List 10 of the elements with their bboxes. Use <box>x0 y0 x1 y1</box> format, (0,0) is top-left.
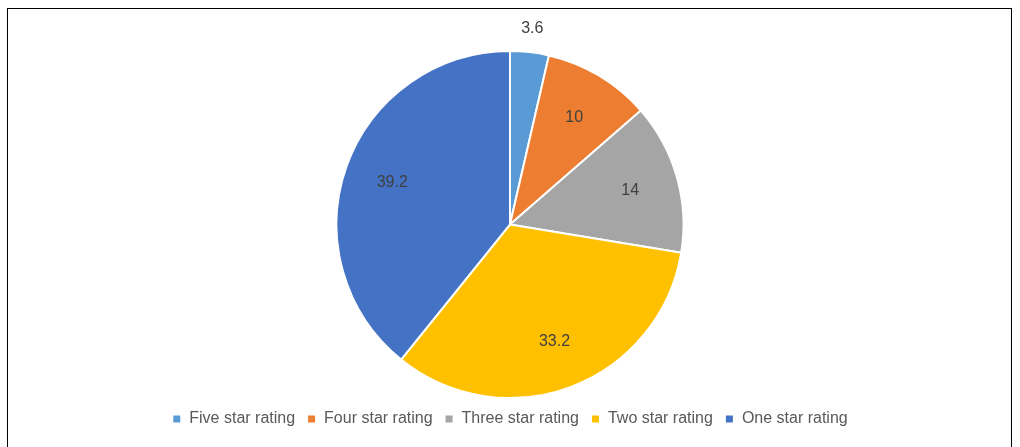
legend-label: Three star rating <box>461 409 579 427</box>
data-label: 39.2 <box>376 173 408 191</box>
legend-label: Four star rating <box>324 409 433 427</box>
data-label: 10 <box>565 107 584 125</box>
data-label: 33.2 <box>538 331 571 349</box>
legend-label: One star rating <box>741 409 848 427</box>
legend-label: Five star rating <box>189 409 296 427</box>
legend-label: Two star rating <box>607 409 713 427</box>
data-label: 14 <box>621 180 640 198</box>
data-label: 3.6 <box>521 18 544 36</box>
